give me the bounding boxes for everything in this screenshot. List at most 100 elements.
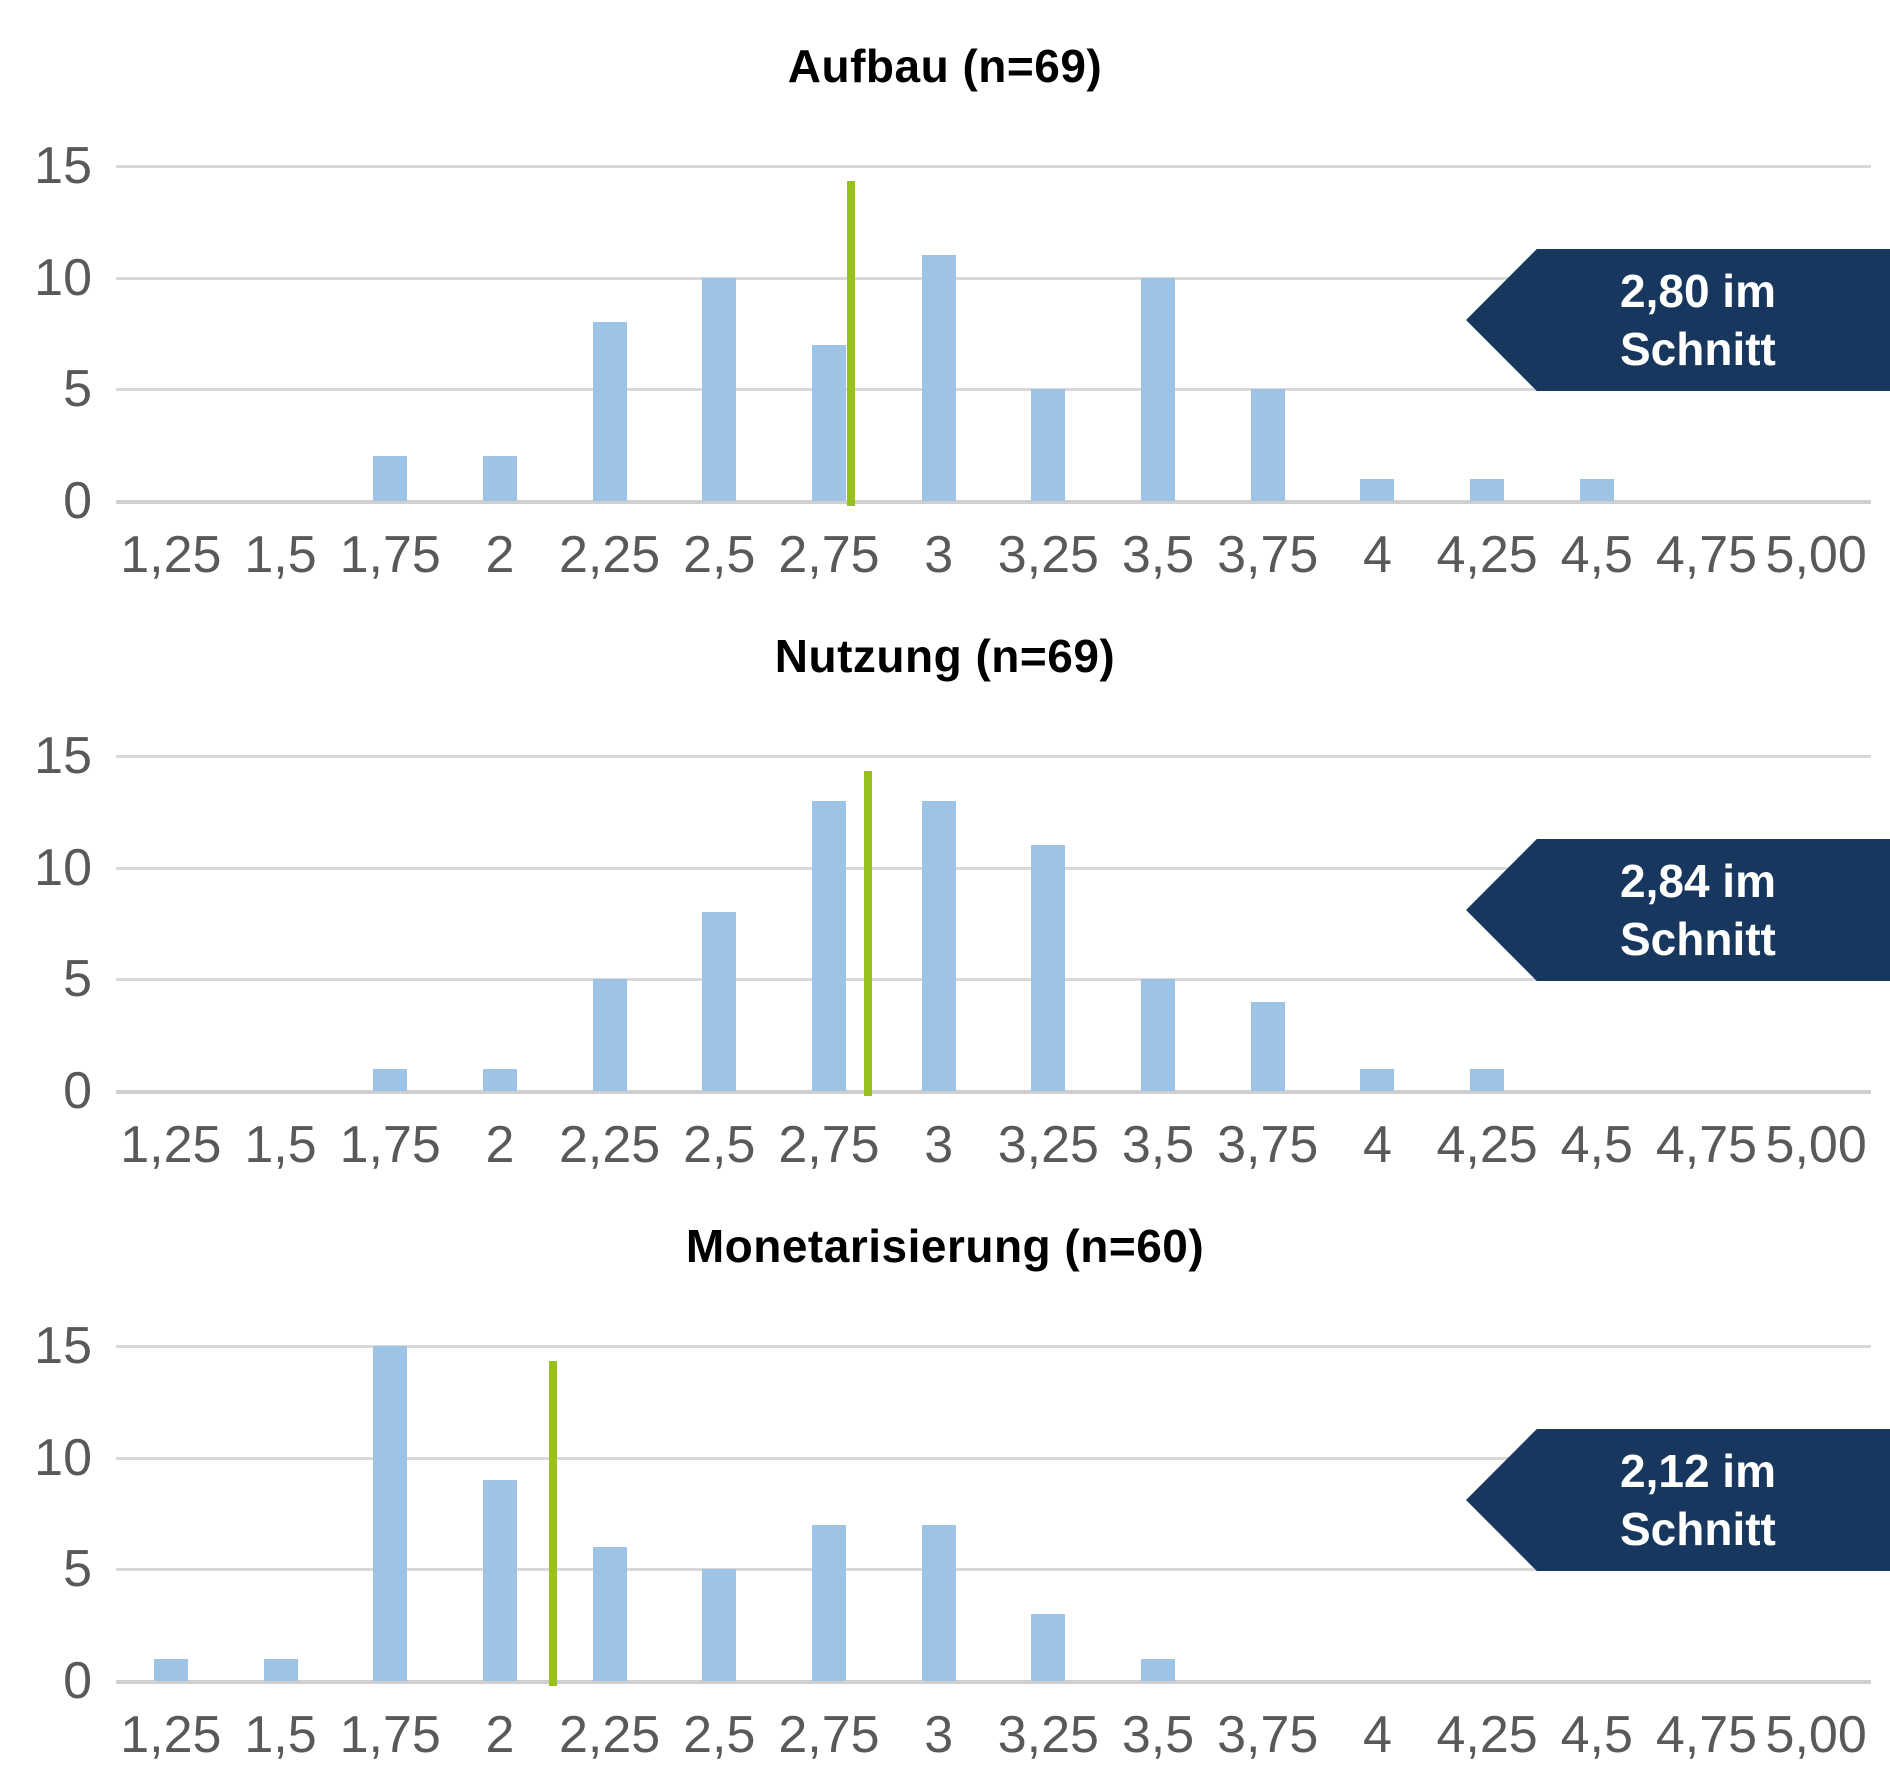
histogram-bar	[1360, 478, 1395, 501]
x-axis-tick-label: 3	[924, 1116, 954, 1174]
x-axis-tick-label: 4	[1362, 526, 1392, 584]
histogram-bar	[921, 255, 956, 501]
x-axis-tick-label: 2,75	[778, 526, 880, 584]
average-badge: 2,84 im Schnitt	[1466, 839, 1890, 981]
histogram-bar	[921, 1524, 956, 1681]
bar-slot-2	[445, 166, 555, 501]
bar-slot-1,25	[116, 1346, 226, 1681]
bar-slot-1,25	[116, 166, 226, 501]
histogram-bar	[263, 1658, 298, 1681]
y-axis-tick-label: 0	[63, 1062, 92, 1120]
x-axis-tick-label: 4,25	[1436, 1116, 1538, 1174]
x-axis-tick-label: 5,00	[1765, 1116, 1867, 1174]
x-axis-tick-label: 2,75	[778, 1706, 880, 1764]
bar-slot-4,25	[1432, 756, 1542, 1091]
histogram-bar	[1470, 478, 1505, 501]
bar-slot-1,5	[226, 1346, 336, 1681]
y-axis-tick-label: 5	[63, 1540, 92, 1599]
chart-section-aufbau: Aufbau (n=69) 15 10 5 0 2,80 im Schnitt 1,25 1,5…	[0, 0, 1890, 590]
y-axis-tick-label: 5	[63, 360, 92, 419]
histogram-bar	[482, 456, 517, 501]
chart-title: Aufbau (n=69)	[787, 40, 1103, 92]
bar-slot-2,5	[664, 756, 774, 1091]
gridline-5	[116, 388, 1871, 392]
bar-slot-2	[445, 1346, 555, 1681]
histogram-bar	[921, 800, 956, 1091]
bar-slot-4	[1323, 756, 1433, 1091]
x-axis-tick-label: 5,00	[1765, 526, 1867, 584]
average-badge: 2,12 im Schnitt	[1466, 1429, 1890, 1571]
gridline-15	[116, 755, 1871, 758]
gridline-10	[116, 1456, 1871, 1460]
bar-slot-4,5	[1542, 166, 1652, 501]
x-axis-tick-label: 5,00	[1765, 1706, 1867, 1764]
mean-line	[864, 771, 873, 1096]
bar-slot-2,25	[555, 1346, 665, 1681]
bar-slot-1,25	[116, 756, 226, 1091]
badge-text-line-1: 2,12 im	[1620, 1445, 1776, 1497]
bar-slot-3,5	[1103, 1346, 1213, 1681]
bar-slot-3	[884, 1346, 994, 1681]
bar-slot-3,25	[994, 756, 1104, 1091]
x-axis-tick-label: 3,25	[997, 1706, 1099, 1764]
histogram-bar	[702, 1569, 737, 1681]
bar-slot-3,25	[994, 1346, 1104, 1681]
x-axis-tick-label: 2	[485, 1706, 515, 1764]
histogram-bar	[1141, 1658, 1176, 1681]
bar-slot-4	[1323, 166, 1433, 501]
bar-slot-2,75	[774, 166, 884, 501]
histogram-bar	[1031, 845, 1066, 1091]
x-axis-tick-label: 1,75	[339, 526, 441, 584]
histogram-bar	[1031, 1614, 1066, 1681]
bar-slot-1,75	[335, 756, 445, 1091]
badge-text-line-2: Schnitt	[1620, 1503, 1776, 1555]
x-axis-tick-label: 1,5	[244, 526, 317, 584]
bar-slot-2,75	[774, 1346, 884, 1681]
bar-slots	[116, 1346, 1871, 1681]
x-axis-baseline	[116, 1680, 1871, 1684]
chart-title: Monetarisierung (n=60)	[685, 1220, 1205, 1272]
x-axis-tick-label: 2	[485, 526, 515, 584]
y-axis-tick-label: 5	[63, 950, 92, 1009]
histogram-bar	[373, 456, 408, 501]
x-axis-tick-label: 1,5	[244, 1116, 317, 1174]
bar-slot-3	[884, 756, 994, 1091]
x-axis-baseline	[116, 1090, 1871, 1094]
bar-slots	[116, 166, 1871, 501]
bar-slot-2,25	[555, 166, 665, 501]
bar-slot-1,75	[335, 1346, 445, 1681]
x-axis-tick-label: 4,75	[1655, 526, 1758, 584]
mean-line	[548, 1361, 557, 1686]
histogram-bar	[1579, 478, 1614, 501]
x-axis-tick-label: 2,75	[778, 1116, 880, 1174]
x-axis-tick-label: 3,5	[1121, 1116, 1195, 1174]
x-axis-tick-label: 2,5	[683, 1116, 756, 1174]
x-axis-baseline	[116, 500, 1871, 504]
x-axis-tick-label: 2	[485, 1116, 515, 1174]
gridline-10	[116, 276, 1871, 280]
bar-slot-1,5	[226, 756, 336, 1091]
x-axis-tick-label: 1,25	[120, 1116, 222, 1174]
bar-slot-2,75	[774, 756, 884, 1091]
bar-slot-3,75	[1213, 1346, 1323, 1681]
y-axis-tick-label: 15	[34, 727, 92, 785]
badge-text-line-1: 2,84 im	[1620, 855, 1776, 907]
x-axis-tick-label: 4,5	[1560, 526, 1633, 584]
y-axis-tick-label: 10	[34, 248, 92, 307]
histogram-bar	[592, 1547, 627, 1681]
bar-slot-2,5	[664, 166, 774, 501]
gridline-10	[116, 866, 1871, 870]
bar-slot-2	[445, 756, 555, 1091]
chart-title: Nutzung (n=69)	[774, 630, 1116, 682]
x-axis-tick-label: 3,25	[997, 526, 1099, 584]
badge-text-line-2: Schnitt	[1620, 913, 1776, 965]
plot-area: 15 10 5 0 2,12 im Schnitt	[34, 1317, 1890, 1710]
x-axis-tick-label: 3	[924, 1706, 954, 1764]
x-axis-tick-label: 4,5	[1560, 1706, 1633, 1764]
x-axis-labels: 1,25 1,5 1,75 2 2,25 2,5 2,75 3 3,25 3,5 3,75 4 4,25…	[116, 1703, 1871, 1767]
chart-section-monetarisierung: Monetarisierung (n=60) 15 10 5 0 2,12 im Schni…	[0, 1180, 1890, 1770]
average-badge: 2,80 im Schnitt	[1466, 249, 1890, 391]
y-axis-tick-label: 0	[63, 472, 92, 530]
y-axis-tick-label: 15	[34, 137, 92, 195]
